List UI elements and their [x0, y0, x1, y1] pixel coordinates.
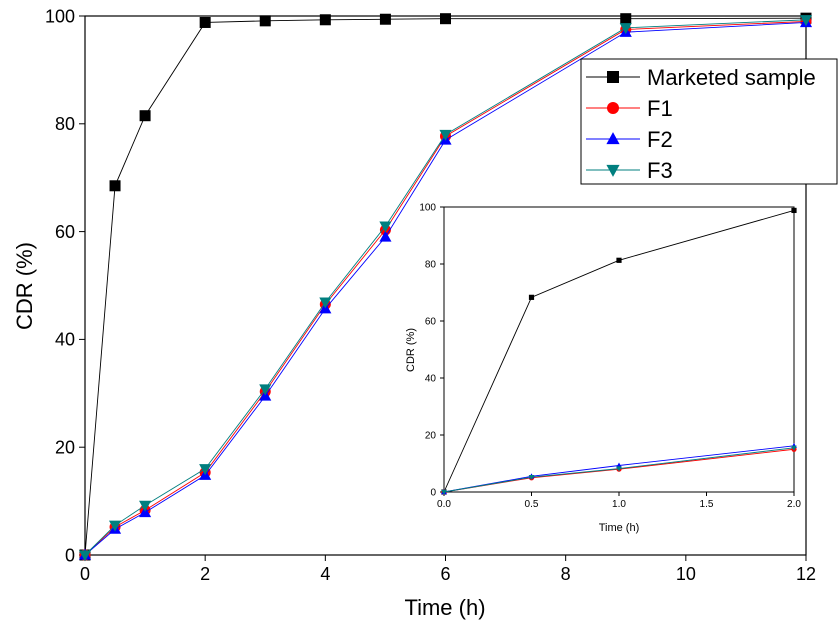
inset-y-tick-label: 20	[425, 431, 437, 442]
inset-x-tick-label: 0.5	[525, 499, 539, 510]
main-data-point	[139, 110, 151, 122]
inset-data-point	[791, 207, 797, 214]
inset-x-tick-label: 2.0	[787, 499, 801, 510]
main-data-point	[108, 520, 122, 532]
inset-series-3	[441, 445, 797, 495]
main-data-point	[319, 297, 332, 309]
main-data-point	[379, 13, 391, 25]
main-data-point	[379, 221, 392, 233]
main-y-tick-label: 40	[55, 330, 75, 350]
legend-marker	[607, 71, 619, 83]
legend-item: Marketed sample	[586, 65, 816, 90]
inset-chart: 0.0 0.5 1.0 1.5 2.0 0 20 40 60 80 100 Time (h) CDR…	[405, 203, 801, 535]
inset-series-line	[443, 447, 795, 493]
main-x-tick-label: 2	[200, 564, 210, 584]
main-series-line	[84, 19, 807, 556]
inset-y-tick-label: 80	[425, 260, 437, 271]
main-data-point	[139, 500, 152, 512]
main-x-tick-label: 12	[796, 564, 816, 584]
main-data-point	[799, 15, 813, 27]
main-y-tick-label: 60	[55, 222, 75, 242]
main-x-tick-label: 10	[676, 564, 696, 584]
inset-plot-frame	[443, 206, 795, 493]
main-data-point	[199, 464, 212, 476]
inset-data-point	[791, 445, 797, 451]
main-x-tick-label: 6	[440, 564, 450, 584]
inset-series-line	[443, 209, 795, 493]
inset-data-point	[528, 474, 535, 481]
inset-y-tick-label: 60	[425, 317, 437, 328]
inset-y-tick-label: 100	[419, 203, 436, 214]
inset-x-tick-label: 1.5	[700, 499, 714, 510]
main-x-axis-label: Time (h)	[404, 595, 485, 620]
inset-x-tick-label: 1.0	[612, 499, 626, 510]
legend-label: Marketed sample	[647, 65, 816, 90]
main-data-point	[620, 13, 632, 25]
legend-marker	[607, 102, 619, 114]
inset-data-point	[441, 489, 447, 495]
main-x-tick-label: 8	[561, 564, 571, 584]
inset-y-tick-label: 0	[430, 488, 436, 499]
main-y-tick-label: 20	[55, 438, 75, 458]
inset-y-axis-label: CDR (%)	[405, 328, 417, 372]
inset-data-point	[616, 466, 622, 472]
main-y-tick-label: 0	[65, 545, 75, 565]
legend-marker	[606, 164, 620, 177]
main-data-point	[619, 23, 632, 35]
main-data-point	[440, 13, 451, 25]
inset-x-axis-label: Time (h)	[599, 522, 640, 534]
legend-item: F2	[586, 127, 673, 152]
main-series-line	[84, 17, 807, 556]
legend-label: F3	[647, 158, 673, 183]
legend-label: F2	[647, 127, 673, 152]
legend-item: F3	[586, 158, 673, 183]
main-data-point	[319, 14, 331, 26]
main-data-point	[259, 384, 272, 396]
main-data-point	[199, 16, 211, 28]
legend-item: F1	[586, 96, 673, 121]
inset-x-tick-label: 0.0	[437, 499, 451, 510]
main-data-point	[78, 550, 92, 562]
legend-label: F1	[647, 96, 673, 121]
inset-data-point	[616, 462, 622, 468]
main-x-tick-label: 4	[320, 564, 330, 584]
legend-box	[580, 58, 838, 185]
main-x-tick-label: 0	[80, 564, 90, 584]
main-data-point	[439, 129, 452, 141]
main-series-3	[78, 15, 813, 562]
main-y-axis-label: CDR (%)	[12, 242, 37, 330]
main-y-tick-label: 100	[45, 6, 75, 26]
main-series-line	[84, 20, 807, 556]
main-series-line	[84, 22, 807, 556]
inset-data-point	[616, 257, 622, 263]
inset-data-point	[528, 294, 535, 300]
inset-y-tick-label: 40	[425, 374, 437, 385]
main-data-point	[379, 230, 392, 242]
main-data-point	[109, 180, 121, 192]
legend-marker	[606, 132, 620, 145]
legend: Marketed sample F1 F2 F3	[580, 58, 838, 185]
main-y-tick-label: 80	[55, 114, 75, 134]
main-chart: 0 2 4 6 8 10 12 0 20 40 60 80 100 Time (h) CDR (%)	[12, 6, 816, 620]
main-data-point	[259, 15, 271, 27]
